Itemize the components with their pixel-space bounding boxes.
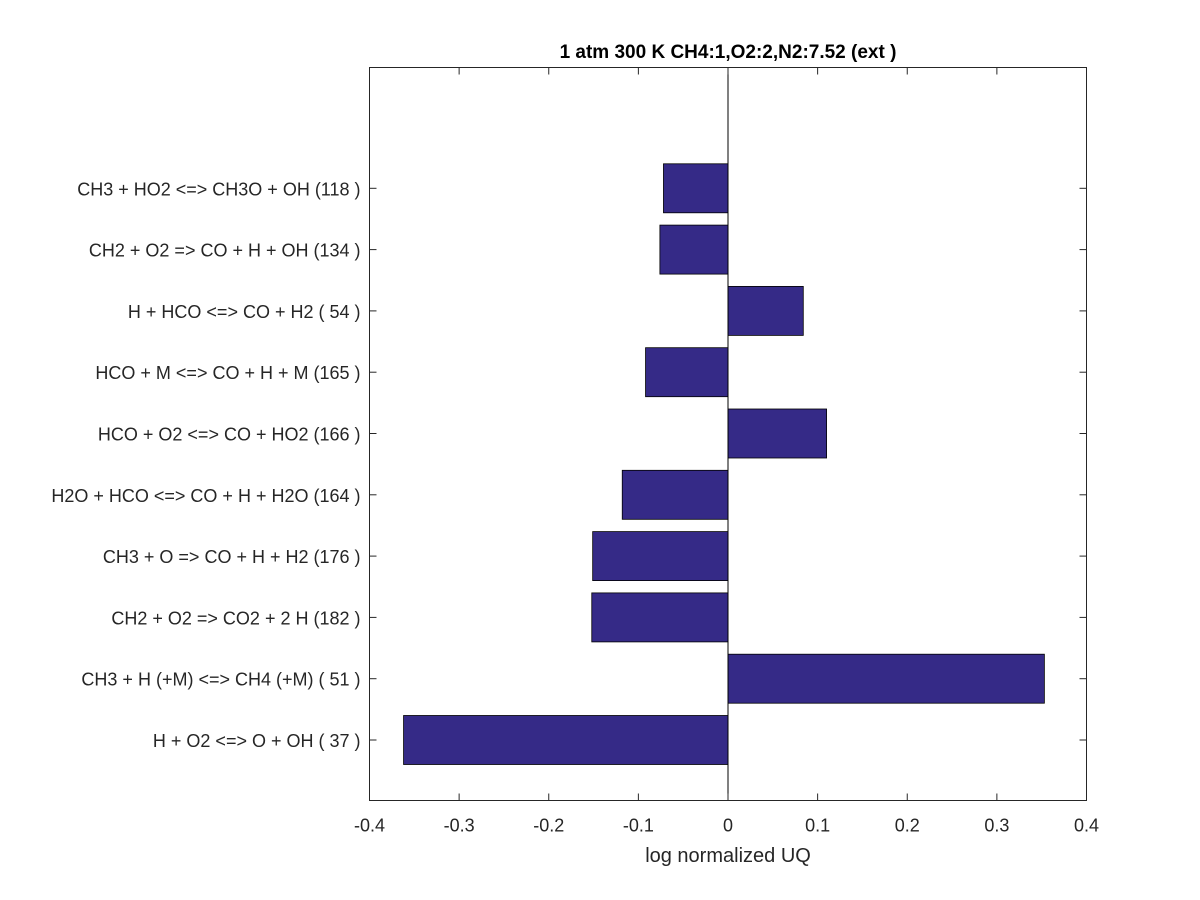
y-tick-label: CH3 + H (+M) <=> CH4 (+M) ( 51 ) bbox=[81, 670, 360, 690]
chart-title: 1 atm 300 K CH4:1,O2:2,N2:7.52 (ext ) bbox=[560, 42, 897, 63]
y-tick-label: H + O2 <=> O + OH ( 37 ) bbox=[153, 731, 361, 751]
bar bbox=[663, 163, 729, 214]
bar bbox=[659, 224, 729, 275]
bar bbox=[727, 653, 1045, 704]
x-tick-label: 0.3 bbox=[984, 816, 1009, 836]
x-tick-label: 0.1 bbox=[805, 816, 830, 836]
bar bbox=[403, 715, 729, 765]
bar bbox=[727, 285, 804, 336]
y-tick-label: CH2 + O2 => CO + H + OH (134 ) bbox=[89, 241, 361, 261]
bar bbox=[727, 408, 827, 459]
bar bbox=[621, 469, 729, 520]
bar bbox=[591, 592, 729, 643]
bar-group bbox=[403, 163, 1045, 765]
y-tick-label: HCO + M <=> CO + H + M (165 ) bbox=[95, 363, 360, 383]
bar bbox=[592, 531, 729, 581]
y-tick-label: CH3 + HO2 <=> CH3O + OH (118 ) bbox=[77, 179, 360, 199]
x-tick-label: -0.4 bbox=[354, 816, 385, 836]
x-tick-label: -0.3 bbox=[444, 816, 475, 836]
x-tick-label: -0.2 bbox=[533, 816, 564, 836]
y-tick-label: CH2 + O2 => CO2 + 2 H (182 ) bbox=[111, 608, 360, 628]
y-tick-label: CH3 + O => CO + H + H2 (176 ) bbox=[103, 547, 361, 567]
bar bbox=[645, 347, 729, 398]
x-tick-label: -0.1 bbox=[623, 816, 654, 836]
x-axis: -0.4 -0.3 -0.2 -0.1 0 0.1 0.2 0.3 0.4 bbox=[354, 67, 1099, 836]
y-tick-label: H + HCO <=> CO + H2 ( 54 ) bbox=[128, 302, 361, 322]
x-axis-label: log normalized UQ bbox=[645, 845, 811, 867]
y-tick-label: HCO + O2 <=> CO + HO2 (166 ) bbox=[98, 425, 361, 445]
x-tick-label: 0.2 bbox=[895, 816, 920, 836]
y-axis: H + O2 <=> O + OH ( 37 ) CH3 + H (+M) <=>… bbox=[51, 179, 1087, 751]
y-tick-label: H2O + HCO <=> CO + H + H2O (164 ) bbox=[51, 486, 360, 506]
x-tick-label: 0.4 bbox=[1074, 816, 1099, 836]
x-tick-label: 0 bbox=[723, 816, 733, 836]
